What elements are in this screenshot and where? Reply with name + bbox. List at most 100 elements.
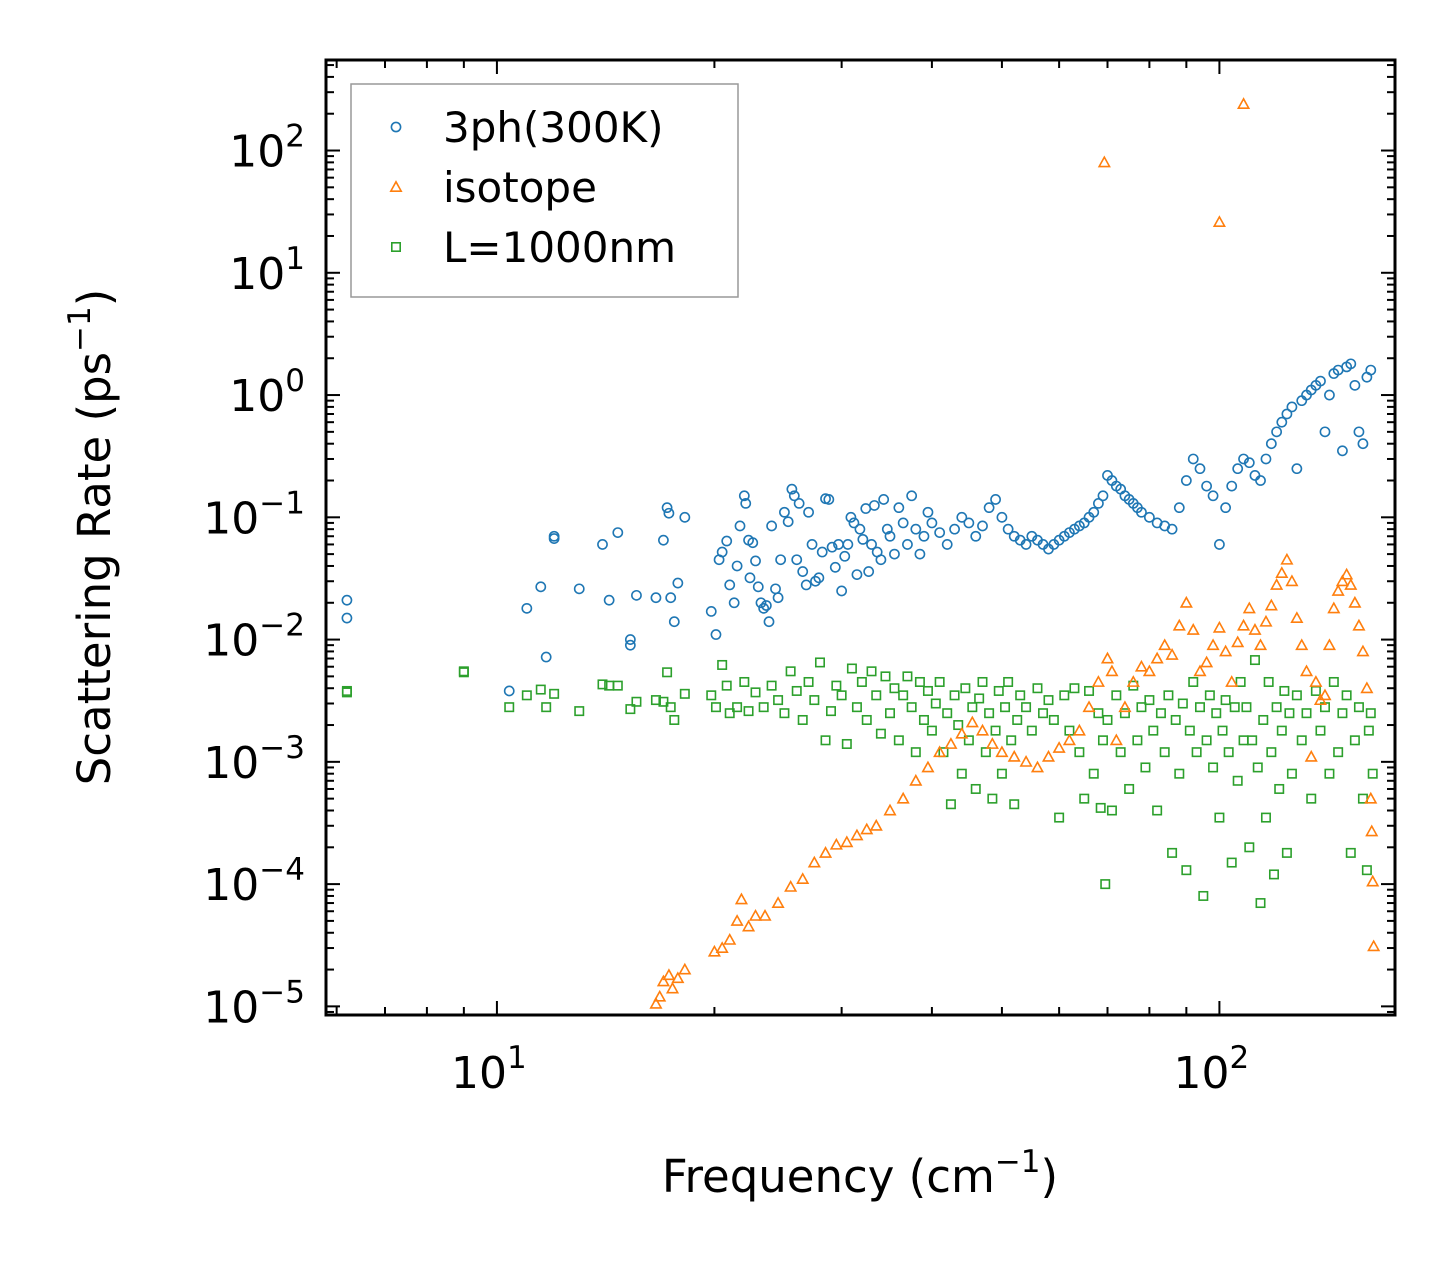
triangle-point — [975, 723, 990, 736]
triangle-point — [1275, 566, 1289, 579]
triangle-point — [1134, 659, 1149, 672]
circle-point — [731, 560, 743, 572]
triangle-point — [965, 715, 979, 728]
triangle-point — [662, 968, 676, 981]
triangle-point — [1352, 618, 1366, 631]
circle-point — [724, 579, 736, 591]
square-point — [706, 690, 717, 701]
circle-point — [893, 502, 905, 514]
triangle-point — [1304, 749, 1318, 762]
square-point — [1059, 690, 1070, 701]
square-point — [1363, 725, 1374, 736]
triangle-point — [1322, 638, 1336, 651]
circle-point — [1337, 445, 1348, 457]
square-point — [841, 738, 852, 749]
square-point — [987, 793, 998, 804]
circle-point — [624, 634, 636, 645]
circle-point — [1271, 426, 1283, 438]
square-point — [1155, 708, 1166, 719]
square-point — [1244, 842, 1255, 853]
legend-label: 3ph(300K) — [443, 103, 663, 152]
circle-point — [734, 520, 746, 532]
square-point — [1119, 708, 1130, 719]
square-point — [721, 680, 732, 691]
circle-point — [728, 597, 740, 609]
triangle-point — [1253, 638, 1268, 651]
circle-point — [851, 569, 863, 580]
triangle-point — [1340, 567, 1354, 580]
circle-point — [854, 523, 866, 535]
square-point — [758, 702, 769, 713]
triangle-point — [1150, 651, 1164, 664]
square-point — [930, 698, 941, 709]
square-point — [1184, 725, 1195, 736]
square-point — [980, 747, 991, 758]
square-point — [1115, 747, 1126, 758]
circle-point — [665, 592, 677, 604]
square-point — [631, 696, 642, 707]
square-point — [791, 685, 802, 696]
square-point — [1333, 747, 1344, 758]
circle-point — [710, 629, 722, 640]
circle-point — [1353, 426, 1365, 438]
triangle-point — [909, 773, 923, 786]
circle-point — [990, 494, 1001, 505]
x-tick-label: 102 — [1174, 1040, 1250, 1099]
square-point — [1038, 708, 1049, 719]
triangle-point — [829, 837, 843, 850]
square-point — [458, 667, 469, 678]
circle-point — [668, 616, 680, 628]
circle-point — [868, 500, 880, 511]
circle-point — [842, 539, 854, 550]
circle-point — [897, 517, 909, 529]
circle-point — [573, 583, 585, 595]
circle-point — [1092, 497, 1104, 509]
triangle-point — [748, 909, 763, 921]
circle-point — [341, 612, 353, 624]
square-point — [1006, 735, 1017, 746]
circle-point — [884, 530, 896, 542]
circle-point — [755, 597, 767, 609]
square-point — [984, 708, 995, 719]
triangle-point — [896, 791, 910, 804]
square-point — [1124, 783, 1135, 794]
triangle-point — [1318, 688, 1332, 701]
square-point — [521, 690, 532, 701]
square-point — [1353, 702, 1364, 713]
square-point — [1258, 714, 1269, 725]
circle-point — [889, 548, 900, 560]
circle-point — [910, 523, 922, 535]
triangle-point — [1007, 749, 1021, 762]
triangle-point — [1082, 700, 1096, 713]
square-point — [846, 663, 857, 674]
square-point — [717, 659, 728, 670]
triangle-point — [653, 989, 667, 1002]
square-point — [803, 676, 814, 687]
circle-point — [747, 537, 759, 549]
square-point — [1032, 683, 1043, 694]
circle-point — [716, 546, 728, 558]
circle-point — [845, 511, 857, 523]
square-point — [825, 706, 836, 717]
circle-point — [806, 539, 818, 550]
square-point — [1188, 676, 1199, 687]
square-point — [1069, 683, 1080, 694]
circle-point — [1281, 408, 1293, 420]
circle-point — [1255, 475, 1266, 486]
square-point — [1296, 735, 1307, 746]
circle-point — [926, 517, 938, 529]
circle-point — [810, 575, 821, 587]
circle-point — [597, 539, 608, 550]
circle-point — [503, 685, 515, 697]
triangle-point — [1052, 741, 1066, 753]
circle-point — [970, 530, 982, 542]
circle-point — [791, 554, 803, 566]
circle-point — [800, 579, 812, 591]
triangle-point — [730, 914, 744, 926]
square-point — [1211, 708, 1222, 719]
triangle-point — [1331, 584, 1345, 596]
triangle-point — [1165, 648, 1179, 660]
x-axis-label: Frequency (cm−1) — [662, 1144, 1058, 1203]
circle-point — [738, 490, 750, 502]
circle-point — [1002, 523, 1014, 535]
